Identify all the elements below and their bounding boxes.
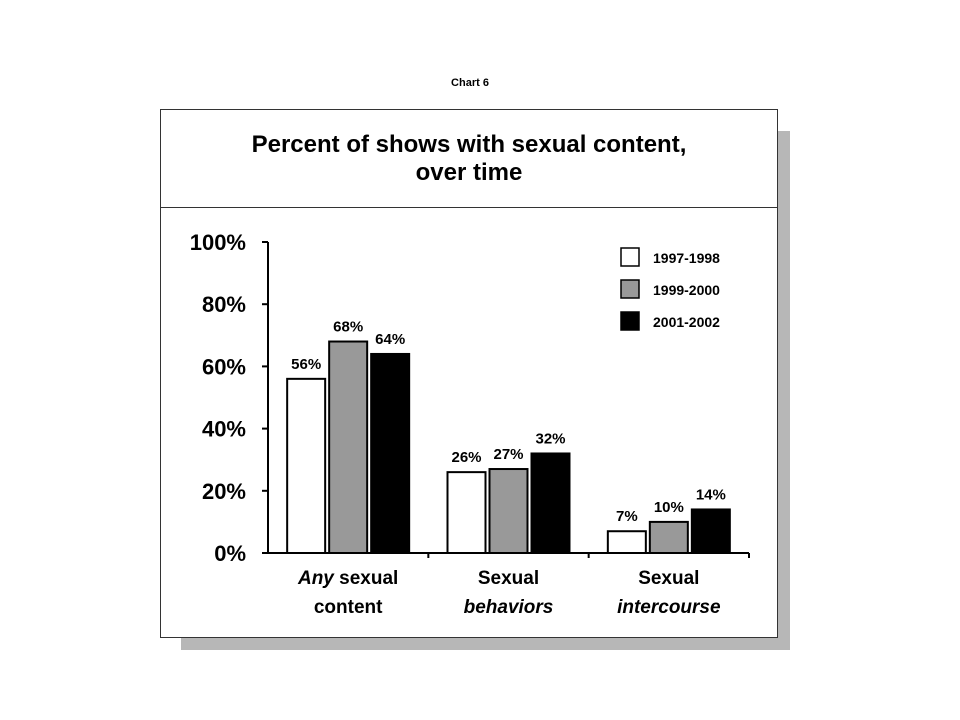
data-label: 32% [535, 430, 565, 447]
bar [648, 520, 689, 555]
x-category-label: Sexual [478, 568, 539, 589]
bar [530, 452, 571, 555]
y-tick-label: 40% [202, 417, 246, 442]
y-tick-label: 80% [202, 292, 246, 317]
bar [328, 340, 369, 554]
legend-swatch [620, 247, 640, 267]
chart-title-line-1: Percent of shows with sexual content, [251, 130, 687, 158]
chart-title-line-2: over time [415, 158, 523, 186]
data-label: 56% [291, 356, 321, 373]
data-label: 64% [375, 331, 405, 348]
bar [446, 471, 487, 555]
data-label: 68% [333, 319, 363, 336]
data-label: 26% [451, 449, 481, 466]
chart-caption: Chart 6 [451, 77, 489, 89]
legend-swatch [620, 311, 640, 331]
legend-swatch [620, 279, 640, 299]
bar [690, 508, 731, 554]
y-tick-label: 0% [214, 541, 246, 566]
chart-title: Percent of shows with sexual content, ov… [161, 110, 777, 208]
bar [488, 468, 529, 554]
x-category-label: Any sexual [297, 568, 398, 589]
data-label: 10% [654, 499, 684, 516]
y-tick-label: 100% [190, 230, 246, 255]
x-category-label: intercourse [617, 597, 721, 618]
bar [370, 352, 411, 554]
data-label: 7% [616, 508, 638, 525]
bar [606, 530, 647, 554]
bar [286, 377, 327, 554]
x-category-label: behaviors [464, 597, 554, 618]
y-tick-label: 60% [202, 354, 246, 379]
y-tick-label: 20% [202, 479, 246, 504]
legend-label: 1999-2000 [653, 282, 720, 298]
data-label: 27% [493, 446, 523, 463]
x-category-label: Sexual [638, 568, 699, 589]
legend-label: 2001-2002 [653, 314, 720, 330]
data-label: 14% [696, 486, 726, 503]
legend-label: 1997-1998 [653, 250, 720, 266]
x-category-label: content [314, 597, 383, 618]
